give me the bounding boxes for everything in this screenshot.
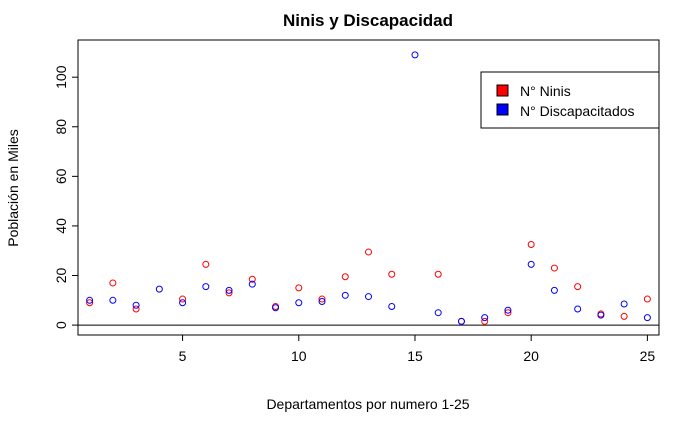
point-series-1 [341,291,349,299]
point-series-1 [411,51,419,59]
point-series-0 [434,270,442,278]
point-series-0 [388,270,396,278]
point-series-0 [86,299,94,307]
point-series-1 [225,286,233,294]
point-series-0 [643,295,651,303]
point-series-0 [365,248,372,256]
point-series-1 [365,293,372,301]
y-tick-label: 40 [53,218,69,234]
point-series-0 [574,283,582,291]
point-series-0 [341,273,349,281]
point-series-1 [457,317,465,325]
x-tick-label: 5 [179,348,187,364]
x-axis-label: Departamentos por numero 1-25 [266,396,469,412]
point-series-1 [248,280,256,288]
point-series-1 [155,285,163,293]
point-series-1 [132,301,140,309]
point-series-0 [620,312,628,320]
point-series-0 [179,295,187,303]
y-tick-label: 100 [53,65,69,89]
point-series-1 [550,286,558,294]
legend: N° Ninis N° Discapacitados [480,71,660,129]
point-series-1 [86,296,94,304]
point-series-0 [527,241,535,249]
x-tick-label: 25 [640,348,656,364]
legend-swatch-ninis [496,84,509,97]
point-series-1 [481,314,489,322]
point-series-0 [132,305,140,313]
y-tick-label: 20 [53,268,69,284]
point-series-0 [202,260,210,268]
y-tick-label: 80 [53,119,69,135]
point-series-1 [318,298,326,306]
point-series-1 [643,314,651,322]
point-series-0 [504,309,512,317]
point-series-0 [318,295,326,303]
y-tick-label: 60 [53,168,69,184]
point-series-1 [295,299,303,307]
legend-box [480,71,660,129]
point-series-0 [225,289,233,297]
y-axis: 0 20 40 60 80 100 [53,65,79,329]
point-series-1 [109,296,117,304]
point-series-0 [481,317,489,325]
point-series-1 [272,304,280,312]
point-series-1 [597,311,605,319]
chart-title: Ninis y Discapacidad [283,11,453,30]
y-axis-label: Población en Miles [5,129,21,247]
point-series-1 [434,309,442,317]
x-tick-label: 10 [291,348,307,364]
data-points [86,51,651,325]
x-tick-label: 20 [523,348,539,364]
x-axis: 5 10 15 20 25 [179,334,656,364]
point-series-1 [179,299,187,307]
x-tick-label: 15 [407,348,423,364]
legend-swatch-discapacitados [496,103,509,116]
point-series-0 [295,284,303,292]
point-series-0 [248,275,256,283]
point-series-1 [527,260,535,268]
point-series-1 [620,300,628,308]
y-tick-label: 0 [53,321,69,329]
legend-label-discapacitados: N° Discapacitados [520,103,635,119]
point-series-1 [202,283,210,291]
point-series-0 [109,279,117,287]
point-series-1 [574,305,582,313]
point-series-1 [504,306,512,314]
point-series-0 [550,264,558,272]
point-series-1 [388,302,396,310]
legend-label-ninis: N° Ninis [520,83,571,99]
